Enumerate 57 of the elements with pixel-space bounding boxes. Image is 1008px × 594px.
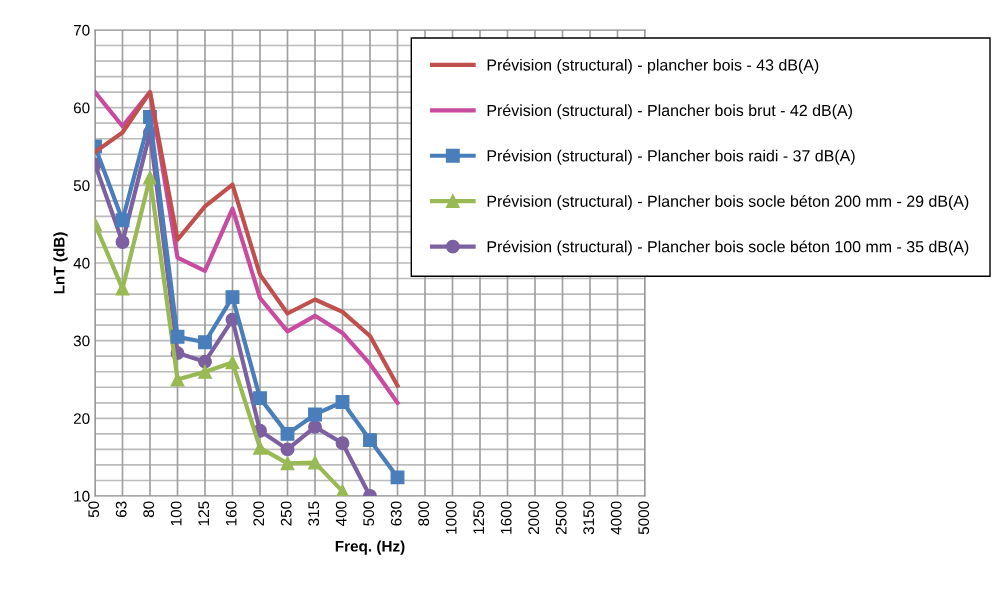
y-tick-label: 70 (73, 24, 90, 36)
point (198, 335, 212, 350)
x-tick-label: 1000 (445, 501, 457, 534)
x-tick-label: 80 (143, 501, 155, 518)
x-tick-label: 630 (390, 501, 402, 526)
legend-label: Prévision (structural) - Plancher bois raidi - 37 dB(A) (487, 149, 855, 165)
x-tick-label: 400 (335, 501, 347, 526)
point (335, 436, 350, 451)
x-tick-label: 800 (418, 501, 430, 526)
point (143, 170, 157, 185)
x-tick-label: 4000 (610, 501, 622, 535)
x-tick-label: 63 (115, 501, 127, 518)
point (198, 364, 212, 379)
point (115, 235, 130, 249)
point (308, 407, 322, 422)
y-tick-label: 10 (74, 490, 90, 502)
y-axis-title: LnT (dB) (53, 232, 68, 294)
point (308, 455, 322, 470)
x-tick-label: 1250 (473, 501, 485, 534)
point (280, 442, 295, 457)
x-tick-label: 3150 (583, 501, 595, 535)
legend-label: Prévision (structural) - Plancher bois brut - 42 dB(A) (487, 104, 852, 120)
legend-label: Prévision (structural) - Plancher bois socle béton 100 mm - 35 dB(A) (487, 240, 969, 256)
x-tick-label: 250 (280, 501, 292, 526)
point (198, 354, 212, 369)
y-tick-label: 50 (73, 180, 90, 192)
point (225, 290, 240, 305)
legend-label: Prévision (structural) - plancher bois - 43 dB(A) (487, 58, 819, 74)
point (170, 372, 185, 387)
x-tick-label: 2000 (528, 501, 540, 535)
point (335, 395, 350, 409)
point (115, 281, 130, 296)
x-tick-label: 2500 (555, 501, 567, 535)
x-tick-label: 5000 (638, 501, 650, 535)
legend-label: Prévision (structural) - Plancher bois socle béton 200 mm - 29 dB(A) (487, 195, 969, 211)
y-tick-label: 30 (73, 335, 90, 347)
point (225, 355, 240, 370)
y-tick-label: 40 (73, 257, 90, 269)
point (363, 433, 377, 448)
x-tick-label: 200 (253, 501, 265, 526)
point (308, 419, 322, 434)
x-tick-label: 160 (225, 501, 237, 526)
x-tick-label: 100 (170, 501, 182, 526)
x-tick-label: 500 (363, 501, 375, 526)
point (253, 391, 267, 406)
x-tick-label: 125 (198, 501, 210, 526)
point (280, 426, 295, 441)
y-tick-label: 20 (73, 413, 90, 425)
point (390, 470, 405, 485)
y-tick-label: 60 (73, 102, 90, 114)
x-axis-title: Freq. (Hz) (335, 540, 405, 555)
point (170, 329, 185, 344)
x-tick-label: 315 (308, 501, 320, 526)
point (115, 213, 130, 228)
point (280, 456, 295, 471)
point (253, 440, 267, 455)
x-tick-label: 1600 (500, 501, 512, 534)
